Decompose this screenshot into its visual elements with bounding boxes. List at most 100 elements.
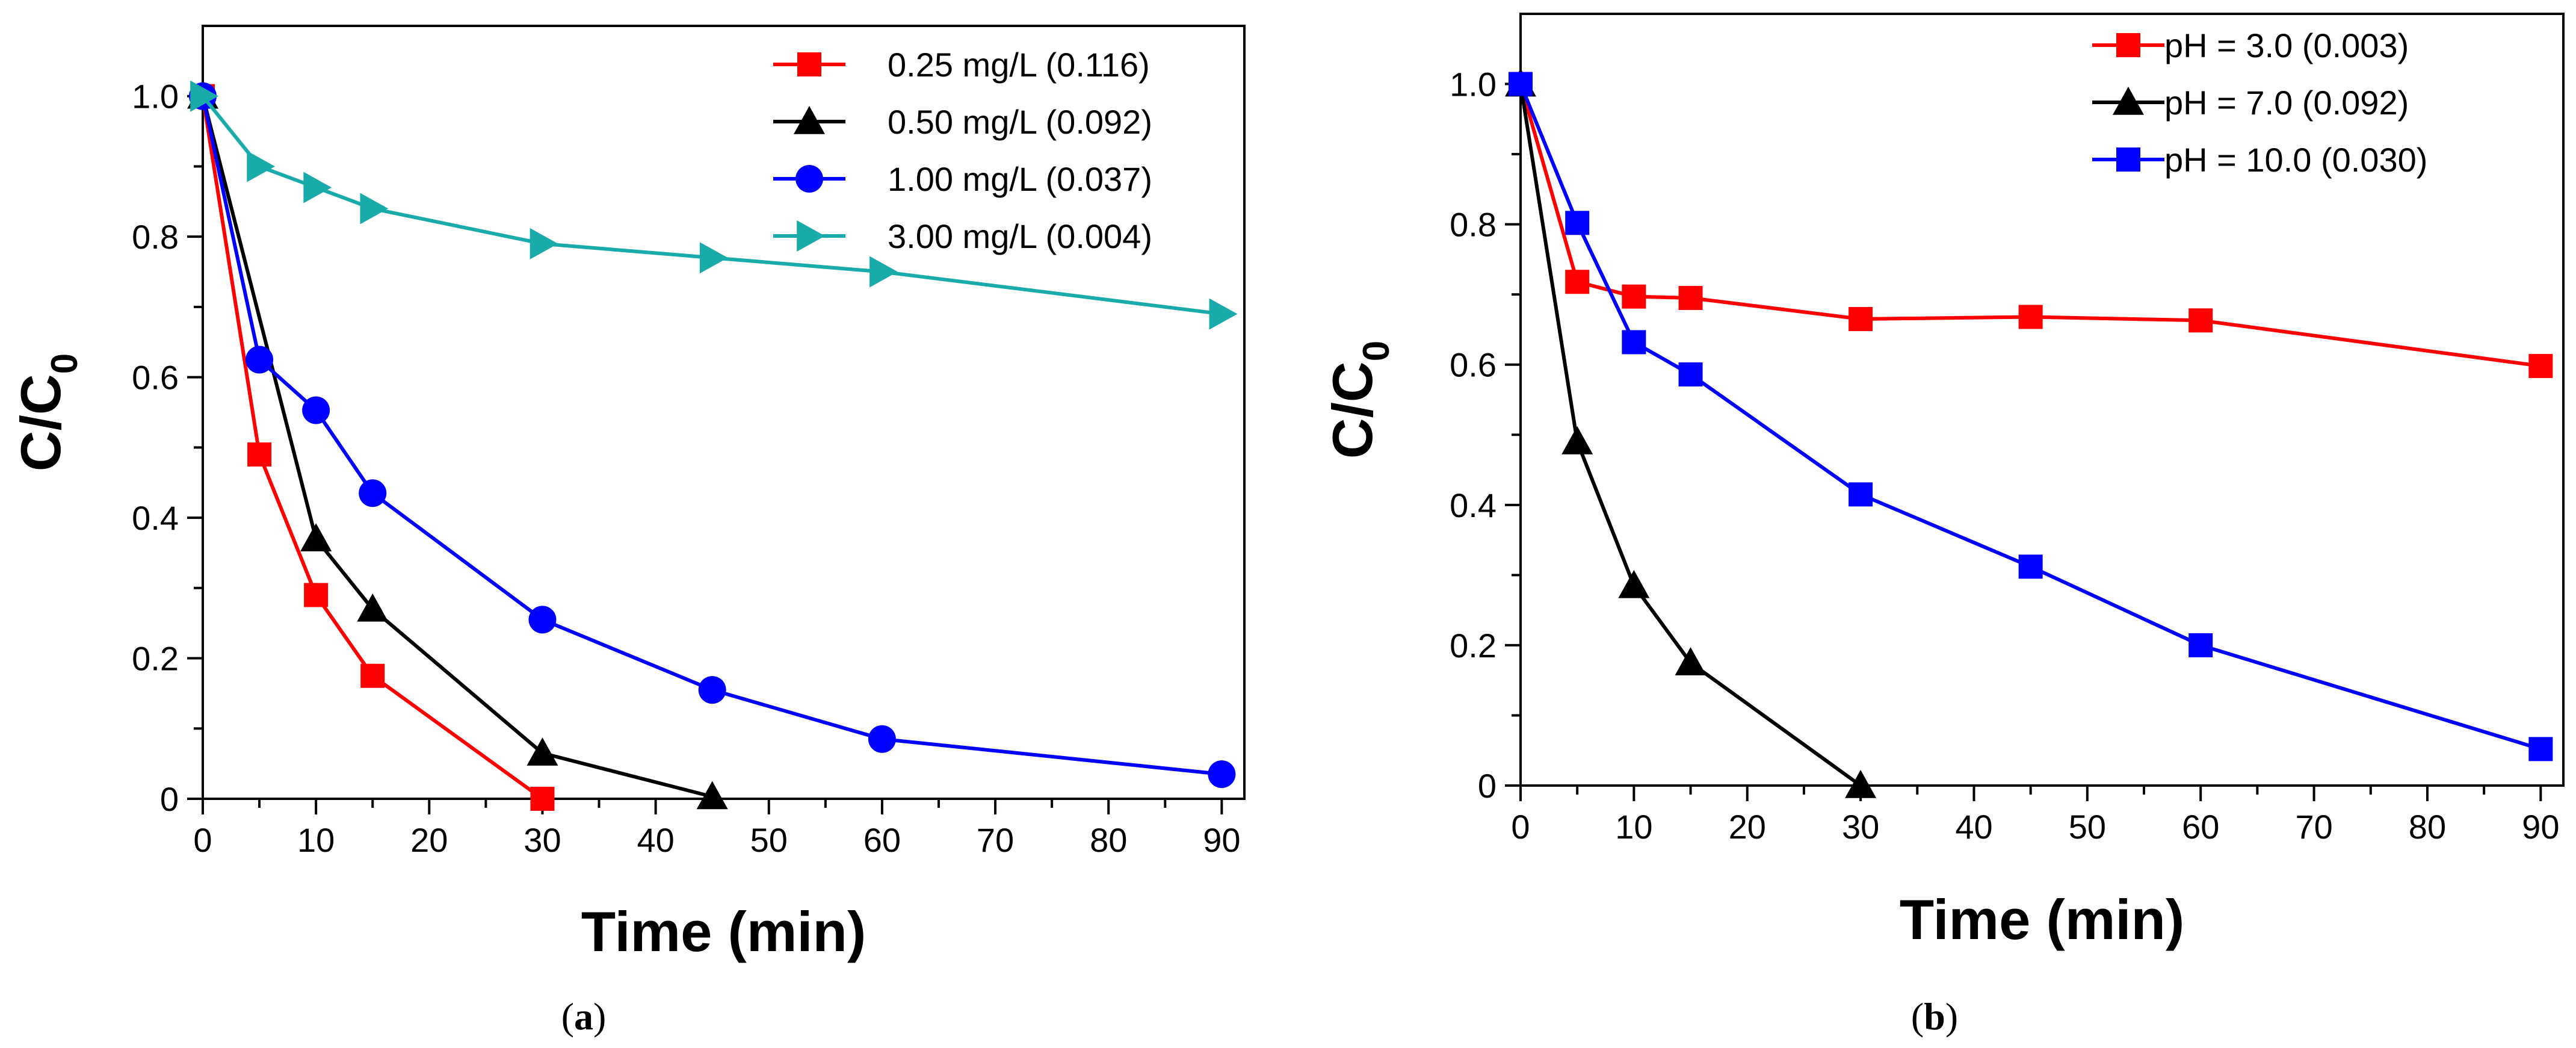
data-point-0-2 [304, 583, 329, 607]
x-tick-label: 90 [1203, 821, 1240, 859]
data-point-2-3 [359, 479, 387, 507]
y-tick-label: 0 [160, 780, 179, 818]
data-point-2-4 [528, 606, 557, 634]
data-point-3-3 [360, 193, 389, 225]
data-point-1-3 [527, 737, 558, 766]
data-point-1-1 [1561, 426, 1593, 454]
data-point-0-7 [2528, 354, 2553, 379]
y-axis-title-main: C/C [9, 374, 72, 471]
legend-label-1: pH = 7.0 (0.092) [2164, 84, 2409, 122]
plot-frame [202, 25, 1246, 800]
data-point-2-5 [2018, 554, 2043, 579]
data-point-2-5 [698, 676, 726, 704]
data-point-1-1 [300, 523, 332, 551]
data-point-1-2 [1618, 569, 1650, 598]
legend-marker-2 [2116, 147, 2140, 172]
data-point-0-5 [2018, 305, 2043, 329]
x-tick-label: 40 [637, 821, 674, 859]
data-point-0-3 [360, 663, 385, 688]
data-point-2-2 [1622, 330, 1646, 355]
y-tick-label: 0.4 [1450, 486, 1496, 524]
panel-b: 0 10 20 30 40 50 60 70 80 90 0 0.2 0.4 0.6 0.8 1.0 Time … [1321, 13, 2565, 951]
data-point-3-5 [699, 242, 728, 274]
x-tick-label: 50 [750, 821, 788, 859]
data-point-3-7 [1209, 298, 1238, 330]
data-point-2-7 [1208, 760, 1236, 789]
x-tick-label: 50 [2069, 808, 2106, 846]
data-point-2-7 [2528, 737, 2553, 761]
data-point-0-3 [1678, 286, 1703, 311]
data-point-3-2 [303, 172, 332, 203]
x-tick-label: 20 [410, 821, 448, 859]
data-point-2-1 [246, 346, 274, 374]
legend-label-0: pH = 3.0 (0.003) [2164, 26, 2409, 64]
data-point-0-6 [2188, 308, 2213, 333]
legend-marker-2 [795, 165, 823, 193]
data-point-0-1 [247, 442, 272, 467]
x-tick-label: 20 [1729, 808, 1766, 846]
x-tick-label: 70 [2295, 808, 2332, 846]
y-tick-label: 1.0 [1450, 66, 1496, 104]
legend-label-2: 1.00 mg/L (0.037) [888, 160, 1152, 198]
legend-label-0: 0.25 mg/L (0.116) [888, 46, 1150, 84]
data-point-2-0 [1509, 72, 1533, 96]
data-point-2-2 [302, 396, 330, 424]
data-point-1-3 [1675, 647, 1707, 675]
series-line-1 [1519, 84, 1862, 787]
legend-marker-1 [794, 106, 825, 134]
y-axis-title-subscript: 0 [44, 353, 85, 374]
x-tick-label: 0 [1511, 808, 1530, 846]
data-point-2-6 [2188, 633, 2213, 657]
x-tick-label: 90 [2522, 808, 2559, 846]
legend-marker-0 [797, 52, 821, 76]
x-tick-label: 70 [977, 821, 1014, 859]
legend-label-3: 3.00 mg/L (0.004) [888, 217, 1152, 255]
x-tick-label: 80 [1090, 821, 1127, 859]
data-point-3-1 [247, 150, 276, 182]
plot-frame [1519, 13, 2565, 787]
legend-label-1: 0.50 mg/L (0.092) [888, 103, 1152, 141]
x-tick-label: 80 [2409, 808, 2446, 846]
x-tick-label: 0 [193, 821, 212, 859]
y-tick-label: 0.6 [1450, 346, 1496, 384]
y-axis-title: C/C0 [9, 353, 85, 471]
data-point-1-4 [1845, 770, 1877, 798]
caption-b: (b) [1911, 995, 1958, 1038]
y-axis-title-subscript: 0 [1356, 341, 1397, 361]
y-tick-label: 0.8 [1450, 206, 1496, 244]
data-point-0-4 [530, 787, 555, 811]
data-point-3-4 [530, 228, 558, 259]
series-line-2 [1519, 83, 2542, 751]
series-line-3 [201, 95, 1222, 316]
data-point-0-1 [1565, 270, 1590, 294]
caption-a: (a) [561, 995, 607, 1038]
x-tick-label: 60 [2182, 808, 2219, 846]
panel-a: 0 10 20 30 40 50 60 70 80 90 0 0.2 0.4 0.6 0.8 1.0 Time … [9, 25, 1246, 963]
y-tick-label: 0 [1478, 767, 1496, 805]
legend-marker-1 [2113, 87, 2144, 115]
x-axis-title: Time (min) [581, 900, 866, 963]
x-tick-label: 10 [297, 821, 335, 859]
data-point-2-4 [1849, 482, 1873, 507]
y-axis-title-main: C/C [1321, 361, 1384, 459]
data-point-0-2 [1622, 284, 1646, 309]
y-axis-title: C/C0 [1321, 341, 1397, 459]
data-point-2-3 [1678, 362, 1703, 387]
y-tick-label: 1.0 [132, 78, 179, 116]
series-line-1 [201, 95, 713, 799]
legend-marker-0 [2116, 33, 2140, 57]
legend-label-2: pH = 10.0 (0.030) [2164, 141, 2427, 179]
data-point-3-6 [869, 256, 898, 288]
x-tick-label: 30 [1842, 808, 1879, 846]
data-point-0-4 [1849, 306, 1873, 331]
x-axis-title: Time (min) [1900, 888, 2185, 951]
x-tick-label: 30 [524, 821, 561, 859]
data-point-1-4 [696, 781, 728, 810]
legend-marker-3 [797, 220, 825, 252]
x-tick-label: 10 [1615, 808, 1652, 846]
x-tick-label: 60 [863, 821, 901, 859]
y-tick-label: 0.2 [132, 640, 179, 678]
x-tick-label: 40 [1955, 808, 1992, 846]
data-point-2-1 [1565, 211, 1590, 235]
